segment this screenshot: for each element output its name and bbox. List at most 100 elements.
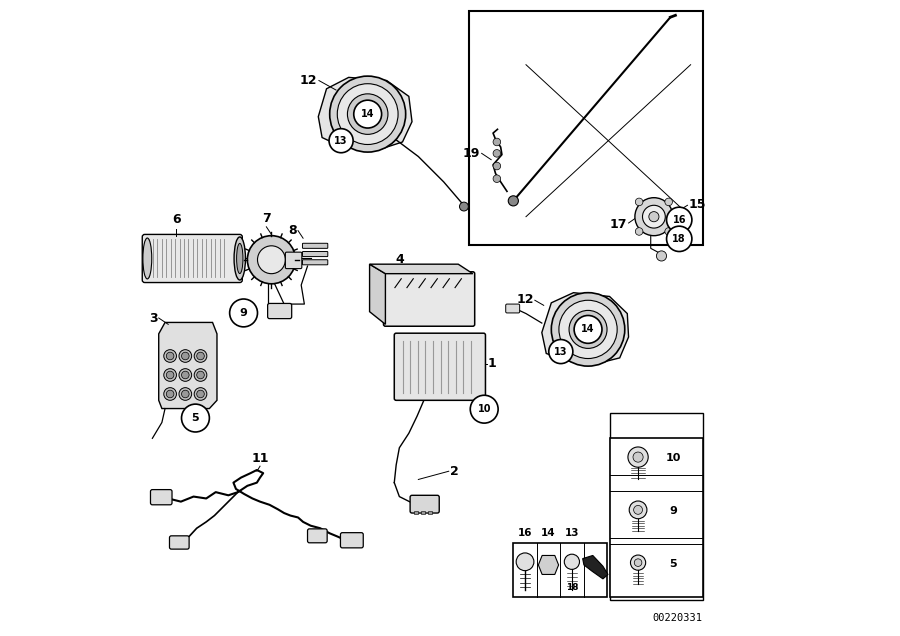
Text: 18: 18 [565,583,578,591]
Text: 17: 17 [610,218,627,231]
Text: 12: 12 [516,293,534,305]
Circle shape [164,388,176,400]
Circle shape [166,352,174,360]
Bar [609,438,703,597]
Circle shape [634,198,673,236]
Circle shape [194,369,207,382]
FancyBboxPatch shape [410,495,439,513]
Text: 18: 18 [672,234,686,244]
Circle shape [552,342,571,361]
Circle shape [628,447,648,467]
FancyBboxPatch shape [302,244,328,248]
Text: 14: 14 [581,324,595,335]
Circle shape [194,350,207,363]
Circle shape [182,371,189,379]
FancyBboxPatch shape [267,303,292,319]
Text: 8: 8 [288,224,297,237]
Circle shape [549,340,572,364]
Circle shape [182,404,210,432]
Circle shape [164,369,176,382]
Circle shape [182,352,189,360]
Text: 13: 13 [554,347,568,357]
Text: 7: 7 [262,212,271,225]
Circle shape [166,391,174,398]
Circle shape [656,251,667,261]
Circle shape [574,315,602,343]
Circle shape [569,310,607,349]
Circle shape [336,135,346,146]
Circle shape [197,391,204,398]
Circle shape [649,212,659,222]
Text: 12: 12 [300,74,317,87]
Circle shape [166,371,174,379]
Circle shape [182,391,189,398]
Circle shape [471,395,498,423]
FancyBboxPatch shape [394,333,485,400]
Circle shape [230,299,257,327]
Circle shape [559,300,617,359]
Text: 1: 1 [488,357,497,370]
Circle shape [493,162,500,170]
Polygon shape [538,555,559,574]
Circle shape [631,555,645,570]
Circle shape [493,149,500,157]
Text: 16: 16 [518,528,532,537]
Ellipse shape [143,238,152,279]
FancyBboxPatch shape [285,252,302,268]
Circle shape [347,94,388,134]
Circle shape [665,228,672,235]
Circle shape [329,128,353,153]
Text: 14: 14 [361,109,374,119]
Circle shape [329,76,406,152]
Text: 16: 16 [672,215,686,225]
Text: 00220331: 00220331 [652,613,702,623]
Circle shape [508,196,518,206]
Polygon shape [542,293,628,364]
Circle shape [634,559,642,567]
Text: 13: 13 [334,135,347,146]
Bar [513,543,607,597]
Circle shape [179,388,192,400]
Circle shape [564,554,580,569]
Circle shape [197,371,204,379]
Text: 10: 10 [477,404,490,414]
Circle shape [633,452,643,462]
Circle shape [643,205,665,228]
Text: 4: 4 [395,253,404,266]
Circle shape [493,138,500,146]
Text: 2: 2 [450,465,459,478]
Text: 5: 5 [192,413,199,423]
Bar [469,11,703,245]
Circle shape [331,130,351,151]
Text: 13: 13 [564,528,579,537]
Circle shape [194,388,207,400]
Circle shape [460,202,468,211]
Polygon shape [158,322,217,408]
Circle shape [179,369,192,382]
Text: 11: 11 [251,452,269,465]
Circle shape [359,105,376,123]
FancyBboxPatch shape [421,511,426,515]
Circle shape [665,198,672,205]
FancyBboxPatch shape [302,251,328,256]
Text: 15: 15 [688,198,706,211]
Circle shape [552,293,625,366]
FancyBboxPatch shape [302,259,328,265]
FancyBboxPatch shape [142,235,242,282]
Polygon shape [370,264,385,324]
Circle shape [257,245,285,273]
FancyBboxPatch shape [428,511,432,515]
FancyBboxPatch shape [383,272,474,326]
Text: 10: 10 [665,453,680,464]
Circle shape [179,350,192,363]
FancyBboxPatch shape [340,533,364,548]
Circle shape [354,100,382,128]
Polygon shape [370,264,472,273]
Polygon shape [582,555,608,579]
Circle shape [338,84,398,144]
Circle shape [248,236,295,284]
Text: 5: 5 [669,559,677,569]
FancyBboxPatch shape [169,536,189,549]
Circle shape [197,352,204,360]
Circle shape [580,321,597,338]
